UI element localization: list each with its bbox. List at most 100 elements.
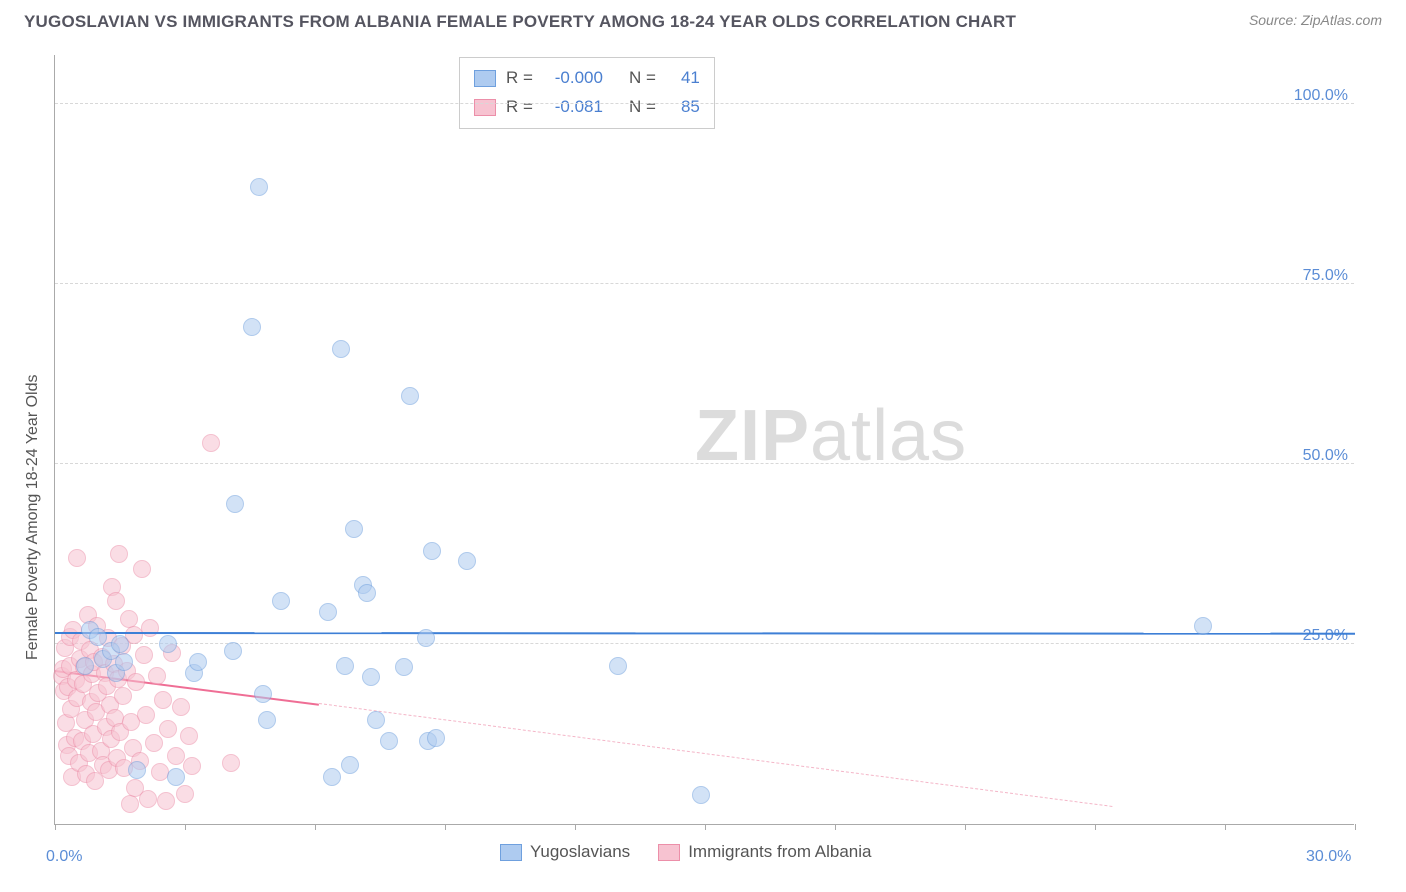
data-point-albania bbox=[133, 560, 151, 578]
data-point-yugoslavians bbox=[692, 786, 710, 804]
r-label: R = bbox=[506, 64, 533, 93]
data-point-albania bbox=[107, 592, 125, 610]
chart-plot-area: ZIPatlas R = -0.000 N = 41 R = -0.081 N … bbox=[54, 55, 1354, 825]
legend-label-albania: Immigrants from Albania bbox=[688, 842, 871, 862]
correlation-legend: R = -0.000 N = 41 R = -0.081 N = 85 bbox=[459, 57, 715, 129]
data-point-yugoslavians bbox=[395, 658, 413, 676]
gridline bbox=[55, 643, 1354, 644]
x-tick bbox=[185, 824, 186, 830]
data-point-yugoslavians bbox=[417, 629, 435, 647]
x-tick bbox=[445, 824, 446, 830]
chart-title: YUGOSLAVIAN VS IMMIGRANTS FROM ALBANIA F… bbox=[24, 12, 1016, 32]
swatch-yugoslavians bbox=[500, 844, 522, 861]
swatch-albania bbox=[658, 844, 680, 861]
data-point-albania bbox=[121, 795, 139, 813]
data-point-yugoslavians bbox=[401, 387, 419, 405]
data-point-albania bbox=[154, 691, 172, 709]
trend-line-projection bbox=[319, 703, 1112, 807]
x-tick bbox=[1095, 824, 1096, 830]
swatch-albania bbox=[474, 99, 496, 116]
data-point-yugoslavians bbox=[332, 340, 350, 358]
data-point-yugoslavians bbox=[226, 495, 244, 513]
n-label: N = bbox=[629, 64, 656, 93]
data-point-yugoslavians bbox=[345, 520, 363, 538]
y-axis-label: Female Poverty Among 18-24 Year Olds bbox=[24, 375, 42, 661]
data-point-yugoslavians bbox=[341, 756, 359, 774]
data-point-albania bbox=[157, 792, 175, 810]
y-tick-label: 50.0% bbox=[1303, 447, 1348, 465]
legend-item-yugoslavians: Yugoslavians bbox=[500, 842, 630, 862]
r-value-albania: -0.081 bbox=[543, 93, 603, 122]
data-point-albania bbox=[222, 754, 240, 772]
data-point-yugoslavians bbox=[362, 668, 380, 686]
x-tick bbox=[705, 824, 706, 830]
data-point-albania bbox=[110, 545, 128, 563]
gridline bbox=[55, 103, 1354, 104]
trend-line bbox=[55, 632, 1355, 635]
y-tick-label: 100.0% bbox=[1294, 87, 1348, 105]
data-point-yugoslavians bbox=[258, 711, 276, 729]
data-point-yugoslavians bbox=[76, 657, 94, 675]
x-tick bbox=[315, 824, 316, 830]
data-point-yugoslavians bbox=[272, 592, 290, 610]
data-point-albania bbox=[202, 434, 220, 452]
data-point-albania bbox=[148, 667, 166, 685]
data-point-albania bbox=[180, 727, 198, 745]
data-point-yugoslavians bbox=[128, 761, 146, 779]
n-value-yugoslavians: 41 bbox=[666, 64, 700, 93]
x-max-label: 30.0% bbox=[1306, 848, 1351, 866]
data-point-yugoslavians bbox=[423, 542, 441, 560]
x-tick bbox=[965, 824, 966, 830]
data-point-albania bbox=[151, 763, 169, 781]
data-point-albania bbox=[145, 734, 163, 752]
x-tick bbox=[55, 824, 56, 830]
data-point-yugoslavians bbox=[224, 642, 242, 660]
x-tick bbox=[575, 824, 576, 830]
data-point-albania bbox=[120, 610, 138, 628]
data-point-yugoslavians bbox=[458, 552, 476, 570]
n-label: N = bbox=[629, 93, 656, 122]
data-point-albania bbox=[141, 619, 159, 637]
data-point-yugoslavians bbox=[111, 635, 129, 653]
y-tick-label: 25.0% bbox=[1303, 627, 1348, 645]
gridline bbox=[55, 463, 1354, 464]
data-point-albania bbox=[139, 790, 157, 808]
data-point-yugoslavians bbox=[609, 657, 627, 675]
data-point-yugoslavians bbox=[115, 653, 133, 671]
data-point-yugoslavians bbox=[427, 729, 445, 747]
source-label: Source: ZipAtlas.com bbox=[1249, 12, 1382, 28]
legend-row-albania: R = -0.081 N = 85 bbox=[474, 93, 700, 122]
data-point-albania bbox=[68, 549, 86, 567]
data-point-albania bbox=[137, 706, 155, 724]
data-point-yugoslavians bbox=[380, 732, 398, 750]
legend-item-albania: Immigrants from Albania bbox=[658, 842, 871, 862]
x-tick bbox=[835, 824, 836, 830]
data-point-yugoslavians bbox=[1194, 617, 1212, 635]
data-point-albania bbox=[159, 720, 177, 738]
series-legend: Yugoslavians Immigrants from Albania bbox=[500, 842, 871, 862]
r-label: R = bbox=[506, 93, 533, 122]
y-tick-label: 75.0% bbox=[1303, 267, 1348, 285]
data-point-albania bbox=[114, 687, 132, 705]
data-point-yugoslavians bbox=[167, 768, 185, 786]
x-min-label: 0.0% bbox=[46, 848, 82, 866]
data-point-yugoslavians bbox=[250, 178, 268, 196]
x-tick bbox=[1225, 824, 1226, 830]
data-point-yugoslavians bbox=[367, 711, 385, 729]
data-point-yugoslavians bbox=[159, 635, 177, 653]
data-point-yugoslavians bbox=[336, 657, 354, 675]
r-value-yugoslavians: -0.000 bbox=[543, 64, 603, 93]
x-tick bbox=[1355, 824, 1356, 830]
data-point-yugoslavians bbox=[189, 653, 207, 671]
watermark: ZIPatlas bbox=[695, 395, 967, 477]
data-point-albania bbox=[127, 673, 145, 691]
data-point-yugoslavians bbox=[358, 584, 376, 602]
data-point-albania bbox=[176, 785, 194, 803]
data-point-albania bbox=[135, 646, 153, 664]
data-point-yugoslavians bbox=[319, 603, 337, 621]
legend-label-yugoslavians: Yugoslavians bbox=[530, 842, 630, 862]
legend-row-yugoslavians: R = -0.000 N = 41 bbox=[474, 64, 700, 93]
gridline bbox=[55, 283, 1354, 284]
data-point-yugoslavians bbox=[89, 628, 107, 646]
data-point-yugoslavians bbox=[323, 768, 341, 786]
